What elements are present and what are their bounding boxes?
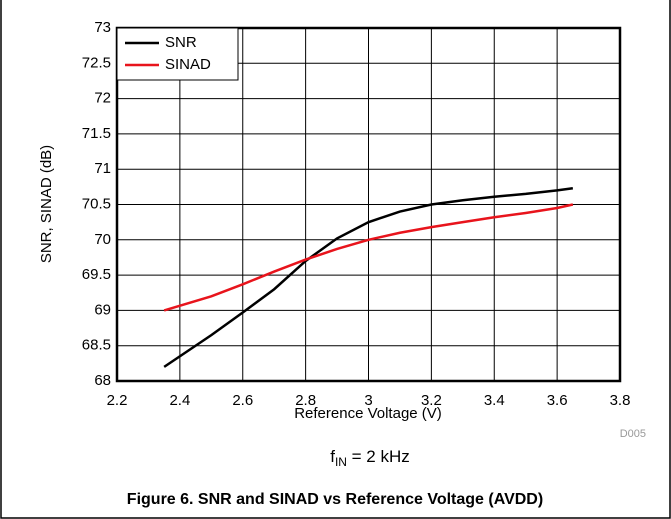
y-tick-label: 71 xyxy=(94,160,111,177)
y-tick-label: 73 xyxy=(94,19,111,36)
y-axis-label: SNR, SINAD (dB) xyxy=(38,145,55,263)
annotation: fIN = 2 kHz xyxy=(330,447,410,469)
series-line xyxy=(163,187,574,368)
y-tick-label: 72 xyxy=(94,90,111,107)
figure-code: D005 xyxy=(620,428,646,440)
legend-label: SNR xyxy=(165,34,197,51)
y-tick-label: 69.5 xyxy=(82,266,111,283)
y-tick-label: 69 xyxy=(94,301,111,318)
x-tick-label: 3.6 xyxy=(547,392,568,409)
caption: Figure 6. SNR and SINAD vs Reference Vol… xyxy=(127,491,543,508)
y-tick-label: 68 xyxy=(94,372,111,389)
annotation-sub: IN xyxy=(335,455,347,469)
plot-frame xyxy=(115,26,622,383)
y-tick-label: 71.5 xyxy=(82,125,111,142)
legend-label: SINAD xyxy=(165,56,211,73)
annotation-rest: = 2 kHz xyxy=(347,447,410,466)
annotation-base: f xyxy=(330,447,335,466)
y-tick-label: 70 xyxy=(94,231,111,248)
x-tick-label: 3.2 xyxy=(421,392,442,409)
x-tick-label: 3.8 xyxy=(610,392,631,409)
x-tick-label: 2.2 xyxy=(107,392,128,409)
y-tick-label: 68.5 xyxy=(82,337,111,354)
y-tick-label: 72.5 xyxy=(82,54,111,71)
x-tick-label: 2.8 xyxy=(295,392,316,409)
x-axis-label: Reference Voltage (V) xyxy=(294,405,442,422)
x-tick-label: 2.4 xyxy=(169,392,190,409)
series-line xyxy=(163,203,574,312)
legend-box xyxy=(116,27,239,81)
x-tick-label: 3 xyxy=(364,392,372,409)
x-tick-label: 3.4 xyxy=(484,392,505,409)
y-tick-label: 70.5 xyxy=(82,195,111,212)
x-tick-label: 2.6 xyxy=(232,392,253,409)
